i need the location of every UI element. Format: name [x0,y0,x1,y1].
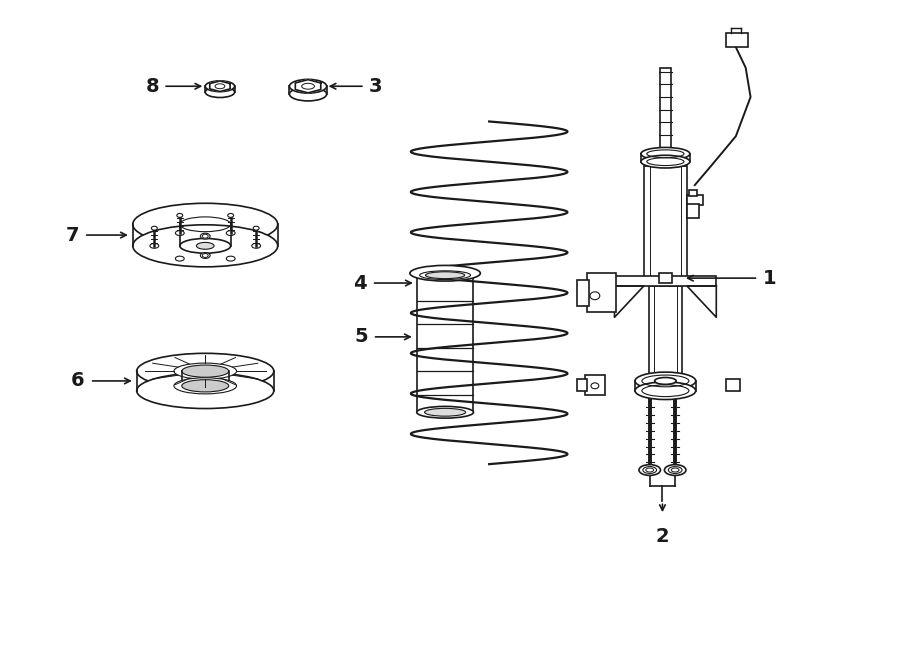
Bar [649,286,682,376]
Polygon shape [615,286,644,317]
Ellipse shape [635,382,696,400]
Ellipse shape [133,203,278,246]
Bar [644,166,687,278]
Ellipse shape [591,383,599,389]
Ellipse shape [176,256,184,261]
Bar [577,280,589,306]
Ellipse shape [290,87,327,101]
Bar [615,276,716,286]
Ellipse shape [182,380,229,392]
Ellipse shape [196,242,214,250]
Text: 3: 3 [369,77,382,96]
Polygon shape [295,79,320,93]
Ellipse shape [133,225,278,267]
Ellipse shape [226,230,235,236]
Text: 8: 8 [146,77,159,96]
Text: 7: 7 [66,226,79,244]
Bar [726,33,748,47]
Ellipse shape [425,408,465,416]
Text: 6: 6 [71,371,85,391]
Ellipse shape [137,373,274,408]
Ellipse shape [664,465,686,475]
Ellipse shape [410,265,481,281]
Ellipse shape [151,226,158,230]
Text: 2: 2 [655,527,670,545]
Polygon shape [210,81,230,91]
Ellipse shape [426,272,464,279]
Ellipse shape [137,354,274,389]
Text: 5: 5 [354,328,368,346]
Bar [417,273,473,412]
Ellipse shape [635,372,696,390]
Bar [687,204,698,218]
Ellipse shape [150,244,158,248]
Bar [688,190,697,196]
Bar [687,195,703,205]
Ellipse shape [290,79,327,93]
Ellipse shape [201,233,210,239]
Text: 4: 4 [353,273,367,293]
Bar [587,273,617,312]
Ellipse shape [201,252,210,258]
Ellipse shape [226,256,235,261]
Bar [585,375,605,395]
Ellipse shape [177,213,183,217]
Ellipse shape [417,406,473,418]
Ellipse shape [639,465,661,475]
Bar [577,379,587,391]
Ellipse shape [252,244,261,248]
Ellipse shape [641,156,690,168]
Polygon shape [687,286,716,317]
Ellipse shape [641,148,690,160]
Ellipse shape [654,377,676,385]
Ellipse shape [590,292,599,300]
Ellipse shape [228,213,234,217]
Ellipse shape [205,87,235,97]
Ellipse shape [174,378,237,394]
Ellipse shape [180,238,230,253]
Ellipse shape [176,230,184,236]
Bar [659,273,672,283]
Bar [726,379,740,391]
Bar [661,68,671,156]
Ellipse shape [174,363,237,379]
Ellipse shape [253,226,259,230]
Ellipse shape [205,81,235,91]
Text: 1: 1 [763,269,777,287]
Ellipse shape [182,365,229,377]
